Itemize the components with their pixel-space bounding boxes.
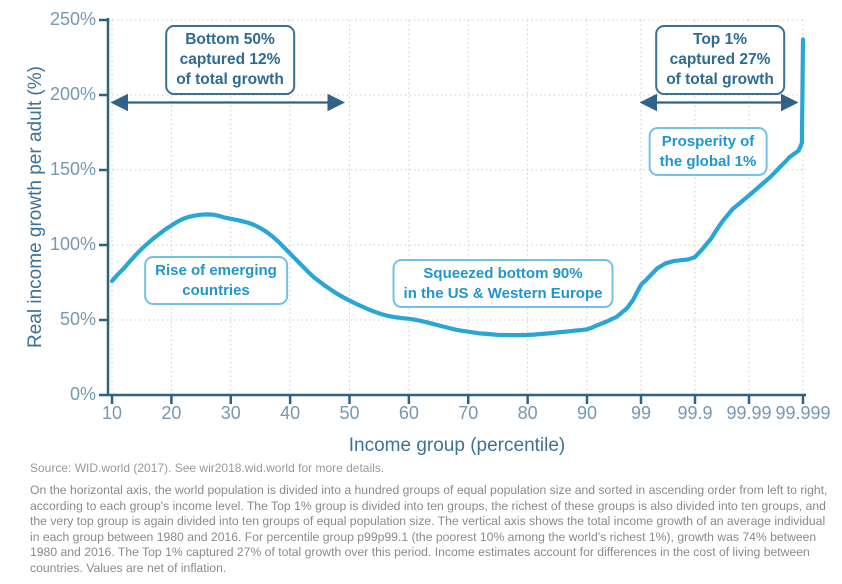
- y-tick-label: 250%: [49, 9, 96, 29]
- x-tick-label: 90: [576, 403, 598, 423]
- y-tick-label: 50%: [59, 309, 96, 329]
- x-tick-label: 99: [630, 403, 652, 423]
- x-tick-label: 50: [339, 403, 360, 423]
- callout-top-1-captured-27: Top 1% captured 27% of total growth: [655, 25, 785, 96]
- x-tick-label: 99.999: [775, 403, 831, 423]
- y-tick-label: 100%: [49, 234, 96, 254]
- source-line: Source: WID.world (2017). See wir2018.wi…: [30, 461, 385, 475]
- x-tick-label: 30: [220, 403, 241, 423]
- callout-squeezed-bottom-90: Squeezed bottom 90% in the US & Western …: [392, 259, 614, 308]
- x-tick-label: 99.99: [726, 403, 772, 423]
- x-tick-label: 20: [161, 403, 182, 423]
- x-tick-label: 80: [517, 403, 538, 423]
- x-tick-label: 60: [398, 403, 419, 423]
- y-tick-label: 0%: [69, 384, 96, 404]
- footnote-paragraph: On the horizontal axis, the world popula…: [30, 483, 828, 575]
- callout-bottom-50-captured-12: Bottom 50% captured 12% of total growth: [165, 25, 295, 96]
- callout-rise-of-emerging-countries: Rise of emerging countries: [144, 256, 288, 305]
- callout-prosperity-global-1: Prosperity of the global 1%: [648, 127, 768, 176]
- x-tick-label: 10: [101, 403, 123, 423]
- growth-curve-line: [109, 37, 806, 338]
- x-tick-label: 40: [280, 403, 301, 423]
- x-axis-title: Income group (percentile): [348, 435, 566, 456]
- y-tick-label: 150%: [49, 159, 96, 179]
- y-axis-title: Real income growth per adult (%): [25, 66, 46, 348]
- x-tick-label: 70: [458, 403, 479, 423]
- x-tick-label: 99.9: [677, 403, 713, 423]
- y-tick-label: 200%: [49, 84, 96, 104]
